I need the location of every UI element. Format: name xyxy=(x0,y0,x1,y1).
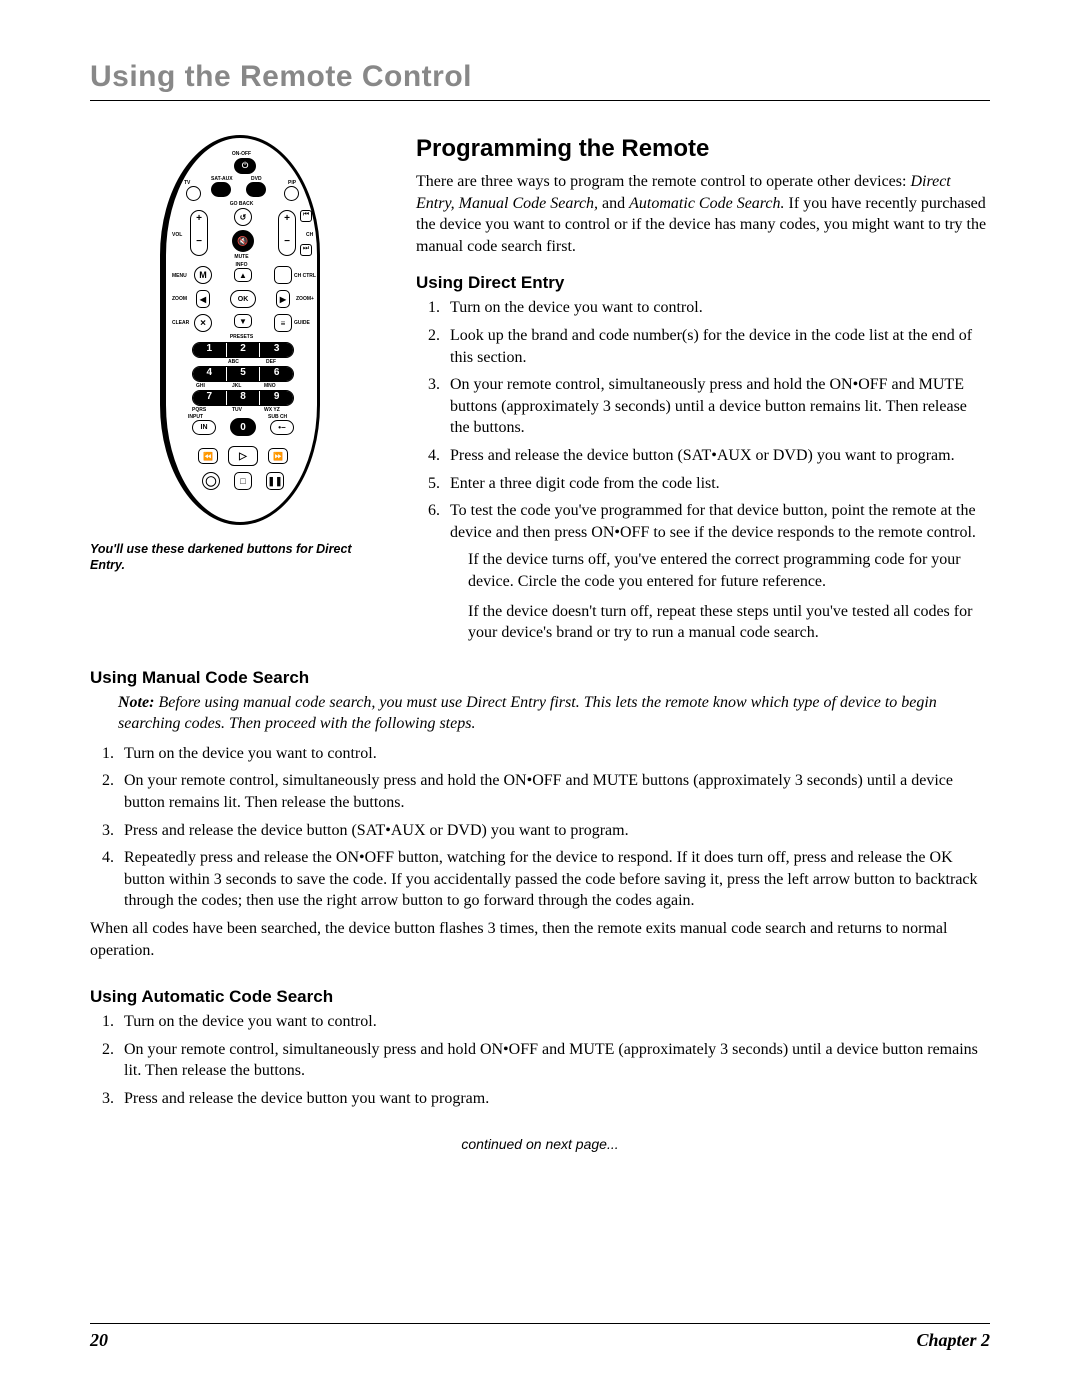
btn-prev: ⏮ xyxy=(300,210,312,222)
numrow-456: 4 5 6 xyxy=(192,366,294,382)
direct-entry-after1: If the device turns off, you've entered … xyxy=(468,549,990,592)
label-guide: GUIDE xyxy=(294,320,310,326)
btn-rec: ◯ xyxy=(202,472,220,490)
manual-after: When all codes have been searched, the d… xyxy=(90,918,990,961)
step-item: Press and release the device button (SAT… xyxy=(444,445,990,467)
remote-illustration: ON-OFF ⏻ TV SAT-AUX DVD PIP GO BACK ↺ VO… xyxy=(160,135,320,525)
label-pqrs: PQRS xyxy=(192,407,206,413)
direct-entry-steps: Turn on the device you want to control. … xyxy=(416,297,990,543)
label-presets: PRESETS xyxy=(166,334,317,340)
btn-subch: •− xyxy=(270,420,294,435)
btn-info xyxy=(274,266,292,284)
btn-guide: ≡ xyxy=(274,314,292,332)
btn-ok: OK xyxy=(230,290,256,308)
step-item: On your remote control, simultaneously p… xyxy=(118,770,990,813)
label-ghi: GHI xyxy=(196,383,205,389)
btn-up: ▲ xyxy=(234,268,252,282)
step-item: Turn on the device you want to control. xyxy=(118,743,990,765)
step-item: Repeatedly press and release the ON•OFF … xyxy=(118,847,990,912)
chapter-title: Using the Remote Control xyxy=(90,60,990,101)
left-column: ON-OFF ⏻ TV SAT-AUX DVD PIP GO BACK ↺ VO… xyxy=(90,135,390,652)
btn-play: ▷ xyxy=(228,446,258,466)
label-zoomp: ZOOM+ xyxy=(296,296,314,302)
label-tv: TV xyxy=(184,180,190,186)
step-item: On your remote control, simultaneously p… xyxy=(444,374,990,439)
btn-rew: ⏪ xyxy=(198,448,218,464)
btn-dvd xyxy=(246,182,266,197)
heading-programming: Programming the Remote xyxy=(416,135,990,163)
label-menu: MENU xyxy=(172,273,187,279)
chapter-label: Chapter 2 xyxy=(916,1330,990,1351)
step-item: Press and release the device button (SAT… xyxy=(118,820,990,842)
btn-clear: × xyxy=(194,314,212,332)
label-wx: WX YZ xyxy=(264,407,280,413)
heading-direct-entry: Using Direct Entry xyxy=(416,273,990,293)
step-item: On your remote control, simultaneously p… xyxy=(118,1039,990,1082)
btn-down: ▼ xyxy=(234,314,252,328)
btn-menu: M xyxy=(194,266,212,284)
manual-note: Note: Before using manual code search, y… xyxy=(118,692,990,735)
btn-right: ▶ xyxy=(276,290,290,308)
label-onoff: ON-OFF xyxy=(166,151,317,157)
step-item: Enter a three digit code from the code l… xyxy=(444,473,990,495)
btn-goback: ↺ xyxy=(234,208,252,226)
heading-manual: Using Manual Code Search xyxy=(90,668,990,688)
step-item: Press and release the device button you … xyxy=(118,1088,990,1110)
btn-input: IN xyxy=(192,420,216,435)
page-number: 20 xyxy=(90,1330,108,1351)
page-footer: 20 Chapter 2 xyxy=(90,1323,990,1351)
btn-stop: □ xyxy=(234,472,252,490)
btn-ch: + − xyxy=(278,210,296,256)
label-vol: VOL xyxy=(172,232,182,238)
step-item: Turn on the device you want to control. xyxy=(444,297,990,319)
label-def: DEF xyxy=(266,359,276,365)
btn-left: ◀ xyxy=(196,290,210,308)
auto-steps: Turn on the device you want to control. … xyxy=(90,1011,990,1109)
intro-paragraph: There are three ways to program the remo… xyxy=(416,171,990,257)
label-tuv: TUV xyxy=(232,407,242,413)
heading-auto: Using Automatic Code Search xyxy=(90,987,990,1007)
btn-ff: ⏩ xyxy=(268,448,288,464)
btn-mute: 🔇 xyxy=(232,230,254,252)
continued-notice: continued on next page... xyxy=(90,1136,990,1152)
btn-pause: ❚❚ xyxy=(266,472,284,490)
btn-vol: + − xyxy=(190,210,208,256)
right-column: Programming the Remote There are three w… xyxy=(416,135,990,652)
btn-zero: 0 xyxy=(230,418,256,436)
label-mute: MUTE xyxy=(166,254,317,260)
step-item: Turn on the device you want to control. xyxy=(118,1011,990,1033)
step-item: To test the code you've programmed for t… xyxy=(444,500,990,543)
btn-pip xyxy=(284,186,299,201)
numrow-789: 7 8 9 xyxy=(192,390,294,406)
btn-onoff: ⏻ xyxy=(234,158,256,174)
remote-caption: You'll use these darkened buttons for Di… xyxy=(90,537,390,574)
label-abc: ABC xyxy=(228,359,239,365)
label-chctl: CH CTRL xyxy=(294,273,316,279)
step-item: Look up the brand and code number(s) for… xyxy=(444,325,990,368)
label-clear: CLEAR xyxy=(172,320,189,326)
direct-entry-after2: If the device doesn't turn off, repeat t… xyxy=(468,601,990,644)
label-goback: GO BACK xyxy=(166,201,317,207)
manual-steps: Turn on the device you want to control. … xyxy=(90,743,990,912)
label-ch: CH xyxy=(306,232,313,238)
label-mno: MNO xyxy=(264,383,276,389)
numrow-123: 1 2 3 xyxy=(192,342,294,358)
label-jkl: JKL xyxy=(232,383,241,389)
btn-tv xyxy=(186,186,201,201)
label-zoom: ZOOM xyxy=(172,296,187,302)
btn-sataux xyxy=(211,182,231,197)
